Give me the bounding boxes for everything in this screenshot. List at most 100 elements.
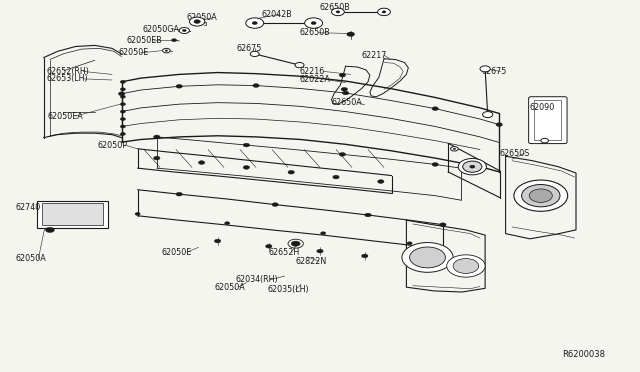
Circle shape bbox=[470, 165, 475, 168]
Text: 62050E: 62050E bbox=[161, 248, 191, 257]
Text: 62050A: 62050A bbox=[187, 13, 218, 22]
Circle shape bbox=[154, 156, 160, 160]
Circle shape bbox=[176, 192, 182, 196]
Circle shape bbox=[496, 123, 502, 126]
Text: 62034(RH): 62034(RH) bbox=[236, 275, 278, 284]
Circle shape bbox=[339, 73, 346, 77]
FancyBboxPatch shape bbox=[529, 97, 567, 144]
Text: 62090: 62090 bbox=[530, 103, 555, 112]
Text: 62650A: 62650A bbox=[332, 98, 362, 107]
Circle shape bbox=[172, 39, 177, 42]
Text: 62650B: 62650B bbox=[320, 3, 351, 12]
Circle shape bbox=[120, 125, 125, 128]
Circle shape bbox=[440, 223, 446, 227]
Circle shape bbox=[291, 241, 300, 246]
Circle shape bbox=[252, 22, 257, 25]
Circle shape bbox=[198, 161, 205, 164]
Bar bbox=[42, 203, 103, 225]
Circle shape bbox=[288, 170, 294, 174]
Circle shape bbox=[480, 66, 490, 72]
Circle shape bbox=[225, 222, 230, 225]
Circle shape bbox=[194, 20, 200, 23]
Circle shape bbox=[432, 163, 438, 166]
Circle shape bbox=[541, 138, 548, 143]
Circle shape bbox=[407, 242, 412, 245]
Circle shape bbox=[120, 88, 125, 91]
Circle shape bbox=[120, 110, 125, 113]
Circle shape bbox=[458, 158, 486, 175]
Circle shape bbox=[451, 147, 458, 151]
Circle shape bbox=[311, 22, 316, 25]
Circle shape bbox=[529, 189, 552, 202]
Circle shape bbox=[378, 8, 390, 16]
Circle shape bbox=[214, 239, 221, 243]
Circle shape bbox=[342, 91, 349, 95]
Circle shape bbox=[182, 29, 186, 32]
Circle shape bbox=[243, 166, 250, 169]
Text: 62050EA: 62050EA bbox=[48, 112, 84, 121]
Circle shape bbox=[522, 185, 560, 207]
Text: 62035(LH): 62035(LH) bbox=[268, 285, 309, 294]
Circle shape bbox=[165, 50, 168, 51]
Circle shape bbox=[272, 203, 278, 206]
Circle shape bbox=[120, 103, 125, 106]
Circle shape bbox=[163, 48, 170, 53]
Circle shape bbox=[447, 255, 485, 277]
Circle shape bbox=[266, 244, 272, 248]
Circle shape bbox=[410, 247, 445, 268]
Text: 62652(RH): 62652(RH) bbox=[46, 67, 89, 76]
Text: 62050E: 62050E bbox=[118, 48, 148, 57]
Bar bbox=[534, 100, 561, 140]
Text: 62217: 62217 bbox=[362, 51, 387, 60]
Text: 62042B: 62042B bbox=[261, 10, 292, 19]
Circle shape bbox=[295, 62, 304, 68]
Circle shape bbox=[179, 28, 189, 33]
Circle shape bbox=[243, 143, 250, 147]
Circle shape bbox=[332, 8, 344, 16]
Text: 62675: 62675 bbox=[237, 44, 262, 53]
Circle shape bbox=[120, 118, 125, 121]
Circle shape bbox=[250, 51, 259, 57]
Text: 62740: 62740 bbox=[16, 203, 41, 212]
Circle shape bbox=[341, 87, 348, 91]
Circle shape bbox=[189, 17, 205, 26]
Text: 62652H: 62652H bbox=[269, 248, 300, 257]
Circle shape bbox=[347, 32, 355, 36]
Text: 62653(LH): 62653(LH) bbox=[46, 74, 88, 83]
Text: 62675: 62675 bbox=[481, 67, 507, 76]
Circle shape bbox=[336, 11, 340, 13]
Circle shape bbox=[154, 135, 160, 139]
Circle shape bbox=[305, 18, 323, 28]
Text: 62650B: 62650B bbox=[300, 28, 330, 37]
Circle shape bbox=[453, 148, 456, 150]
Text: 62822N: 62822N bbox=[296, 257, 327, 266]
Circle shape bbox=[333, 175, 339, 179]
Text: 62050EB: 62050EB bbox=[127, 36, 163, 45]
Circle shape bbox=[135, 212, 140, 215]
Circle shape bbox=[246, 18, 264, 28]
Text: 62050A: 62050A bbox=[16, 254, 47, 263]
Text: 62050P: 62050P bbox=[97, 141, 127, 150]
Circle shape bbox=[463, 161, 482, 172]
Text: R6200038: R6200038 bbox=[562, 350, 605, 359]
Text: 62050A: 62050A bbox=[214, 283, 245, 292]
Circle shape bbox=[321, 232, 326, 235]
Circle shape bbox=[118, 92, 125, 96]
Circle shape bbox=[317, 249, 323, 253]
Circle shape bbox=[483, 112, 493, 118]
Bar bbox=[37, 201, 108, 228]
Circle shape bbox=[120, 95, 125, 98]
Circle shape bbox=[120, 132, 125, 135]
Circle shape bbox=[382, 11, 386, 13]
Circle shape bbox=[120, 80, 125, 83]
Circle shape bbox=[362, 254, 368, 258]
Circle shape bbox=[402, 243, 453, 272]
Circle shape bbox=[378, 180, 384, 183]
Circle shape bbox=[365, 213, 371, 217]
Circle shape bbox=[339, 153, 346, 156]
Circle shape bbox=[453, 259, 479, 273]
Text: 62216: 62216 bbox=[300, 67, 324, 76]
Circle shape bbox=[432, 107, 438, 110]
Circle shape bbox=[176, 84, 182, 88]
Circle shape bbox=[514, 180, 568, 211]
